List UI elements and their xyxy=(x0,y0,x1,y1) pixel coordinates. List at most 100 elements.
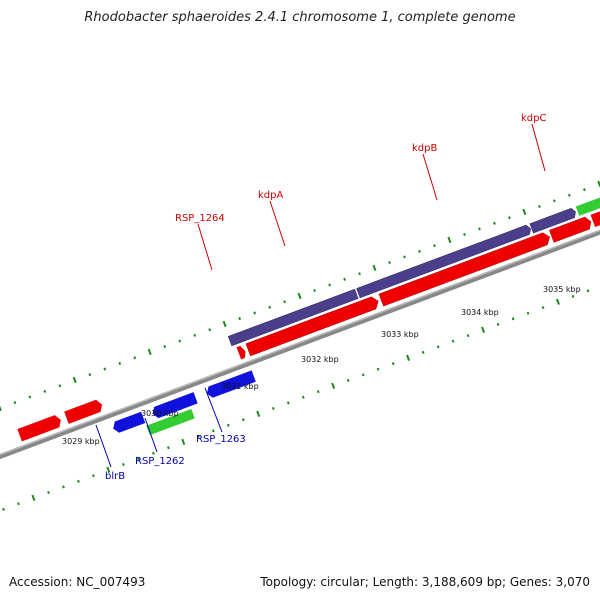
label-kdpb[interactable]: kdpB xyxy=(412,143,437,154)
tick-mark xyxy=(222,320,227,328)
gene-blrb[interactable] xyxy=(111,411,146,434)
label-blrb[interactable]: blrB xyxy=(105,471,125,482)
tick-mark xyxy=(568,193,571,197)
tick-mark xyxy=(268,305,272,309)
tick-mark xyxy=(226,423,230,427)
tick-mark xyxy=(508,216,511,220)
tick-mark xyxy=(553,199,556,203)
tick-mark xyxy=(271,406,275,410)
tick-mark xyxy=(178,339,182,343)
tick-mark xyxy=(31,494,36,502)
tick-mark xyxy=(376,367,380,371)
scale-labels: 3029 kbp 3030 kbp 3031 kbp 3032 kbp 3033… xyxy=(62,285,581,446)
chromosome-backbone xyxy=(0,182,600,489)
tick-mark xyxy=(403,255,406,259)
tick-mark xyxy=(372,264,377,272)
scale-label-3030: 3030 kbp xyxy=(141,409,179,418)
tick-mark xyxy=(253,311,257,315)
tick-mark xyxy=(58,384,62,388)
tick-mark xyxy=(208,328,212,332)
gene-labels[interactable]: kdpC kdpB kdpA RSP_1264 RSP_1263 RSP_126… xyxy=(105,113,546,482)
gene-kdpb[interactable] xyxy=(356,224,533,299)
tick-mark xyxy=(571,294,575,298)
tick-mark xyxy=(586,289,590,293)
tick-mark xyxy=(391,362,395,366)
label-rsp-1264[interactable]: RSP_1264 xyxy=(175,213,225,224)
gene-forward-left-2[interactable] xyxy=(64,398,104,424)
tick-mark xyxy=(447,236,452,244)
tick-mark xyxy=(43,389,47,393)
gene-kdpc[interactable] xyxy=(529,207,578,234)
tick-mark xyxy=(92,474,95,478)
tick-mark xyxy=(13,401,17,405)
tick-mark xyxy=(122,462,125,467)
tick-mark xyxy=(47,490,50,495)
tick-mark xyxy=(418,249,421,253)
tick-mark xyxy=(451,339,455,343)
tick-mark xyxy=(181,438,186,446)
gene-forward-1[interactable] xyxy=(236,345,248,360)
tick-mark xyxy=(328,283,331,287)
tick-mark xyxy=(361,373,365,377)
outer-tick-row xyxy=(0,180,600,412)
tick-mark xyxy=(388,260,391,265)
tick-mark xyxy=(343,277,346,281)
tick-mark xyxy=(147,348,152,356)
tick-mark xyxy=(103,367,107,371)
tick-mark xyxy=(118,361,122,365)
tick-mark xyxy=(72,376,77,384)
tick-mark xyxy=(358,272,361,276)
tick-mark xyxy=(196,434,200,439)
forward-gene-row[interactable] xyxy=(17,198,600,442)
scale-label-3033: 3033 kbp xyxy=(381,330,419,339)
map-title: Rhodobacter sphaeroides 2.4.1 chromosome… xyxy=(84,10,516,25)
tick-mark xyxy=(238,317,242,321)
scale-label-3034: 3034 kbp xyxy=(461,308,499,317)
label-kdpc[interactable]: kdpC xyxy=(521,113,546,124)
tick-mark xyxy=(256,410,261,418)
tick-mark xyxy=(496,322,500,326)
tick-mark xyxy=(511,317,515,321)
gene-kdpc-forward[interactable] xyxy=(549,216,593,243)
gene-rsp-1263[interactable] xyxy=(205,370,256,399)
gene-rsp-1264[interactable] xyxy=(227,288,359,347)
tick-mark xyxy=(133,356,137,360)
gene-kdpb-forward[interactable] xyxy=(378,231,552,307)
tick-mark xyxy=(481,326,486,333)
tick-mark xyxy=(163,345,167,349)
gene-rna-right[interactable] xyxy=(575,189,600,216)
tick-mark xyxy=(466,334,470,338)
tick-mark xyxy=(62,485,65,489)
genome-map-content xyxy=(0,180,600,511)
tick-mark xyxy=(241,418,245,422)
tick-mark xyxy=(346,378,350,382)
rna-gene-row[interactable] xyxy=(146,408,195,436)
tick-mark xyxy=(555,298,560,305)
label-kdpa[interactable]: kdpA xyxy=(258,190,283,201)
tick-mark xyxy=(106,466,111,474)
tick-mark xyxy=(88,373,92,377)
tick-mark xyxy=(597,180,600,187)
tick-mark xyxy=(193,333,197,337)
gene-kdpa[interactable] xyxy=(245,295,381,357)
inner-tick-row xyxy=(2,289,590,511)
tick-mark xyxy=(28,395,32,399)
tick-mark xyxy=(522,208,527,216)
gene-rsp-1262-reverse[interactable] xyxy=(150,392,198,419)
tick-mark xyxy=(421,350,425,354)
tick-mark xyxy=(538,204,541,209)
tick-mark xyxy=(316,390,320,394)
reverse-gene-row[interactable] xyxy=(111,370,256,434)
tick-mark xyxy=(17,502,20,506)
label-rsp-1263[interactable]: RSP_1263 xyxy=(196,434,246,445)
highlighted-gene-row[interactable] xyxy=(227,189,600,347)
gene-forward-left-1[interactable] xyxy=(17,414,63,442)
tick-mark xyxy=(406,354,411,361)
tick-mark xyxy=(331,382,336,389)
tick-mark xyxy=(283,300,287,304)
label-rsp-1262[interactable]: RSP_1262 xyxy=(135,456,185,467)
tick-mark xyxy=(77,479,80,483)
gene-rsp-1262[interactable] xyxy=(146,408,195,436)
tick-mark xyxy=(2,507,5,511)
